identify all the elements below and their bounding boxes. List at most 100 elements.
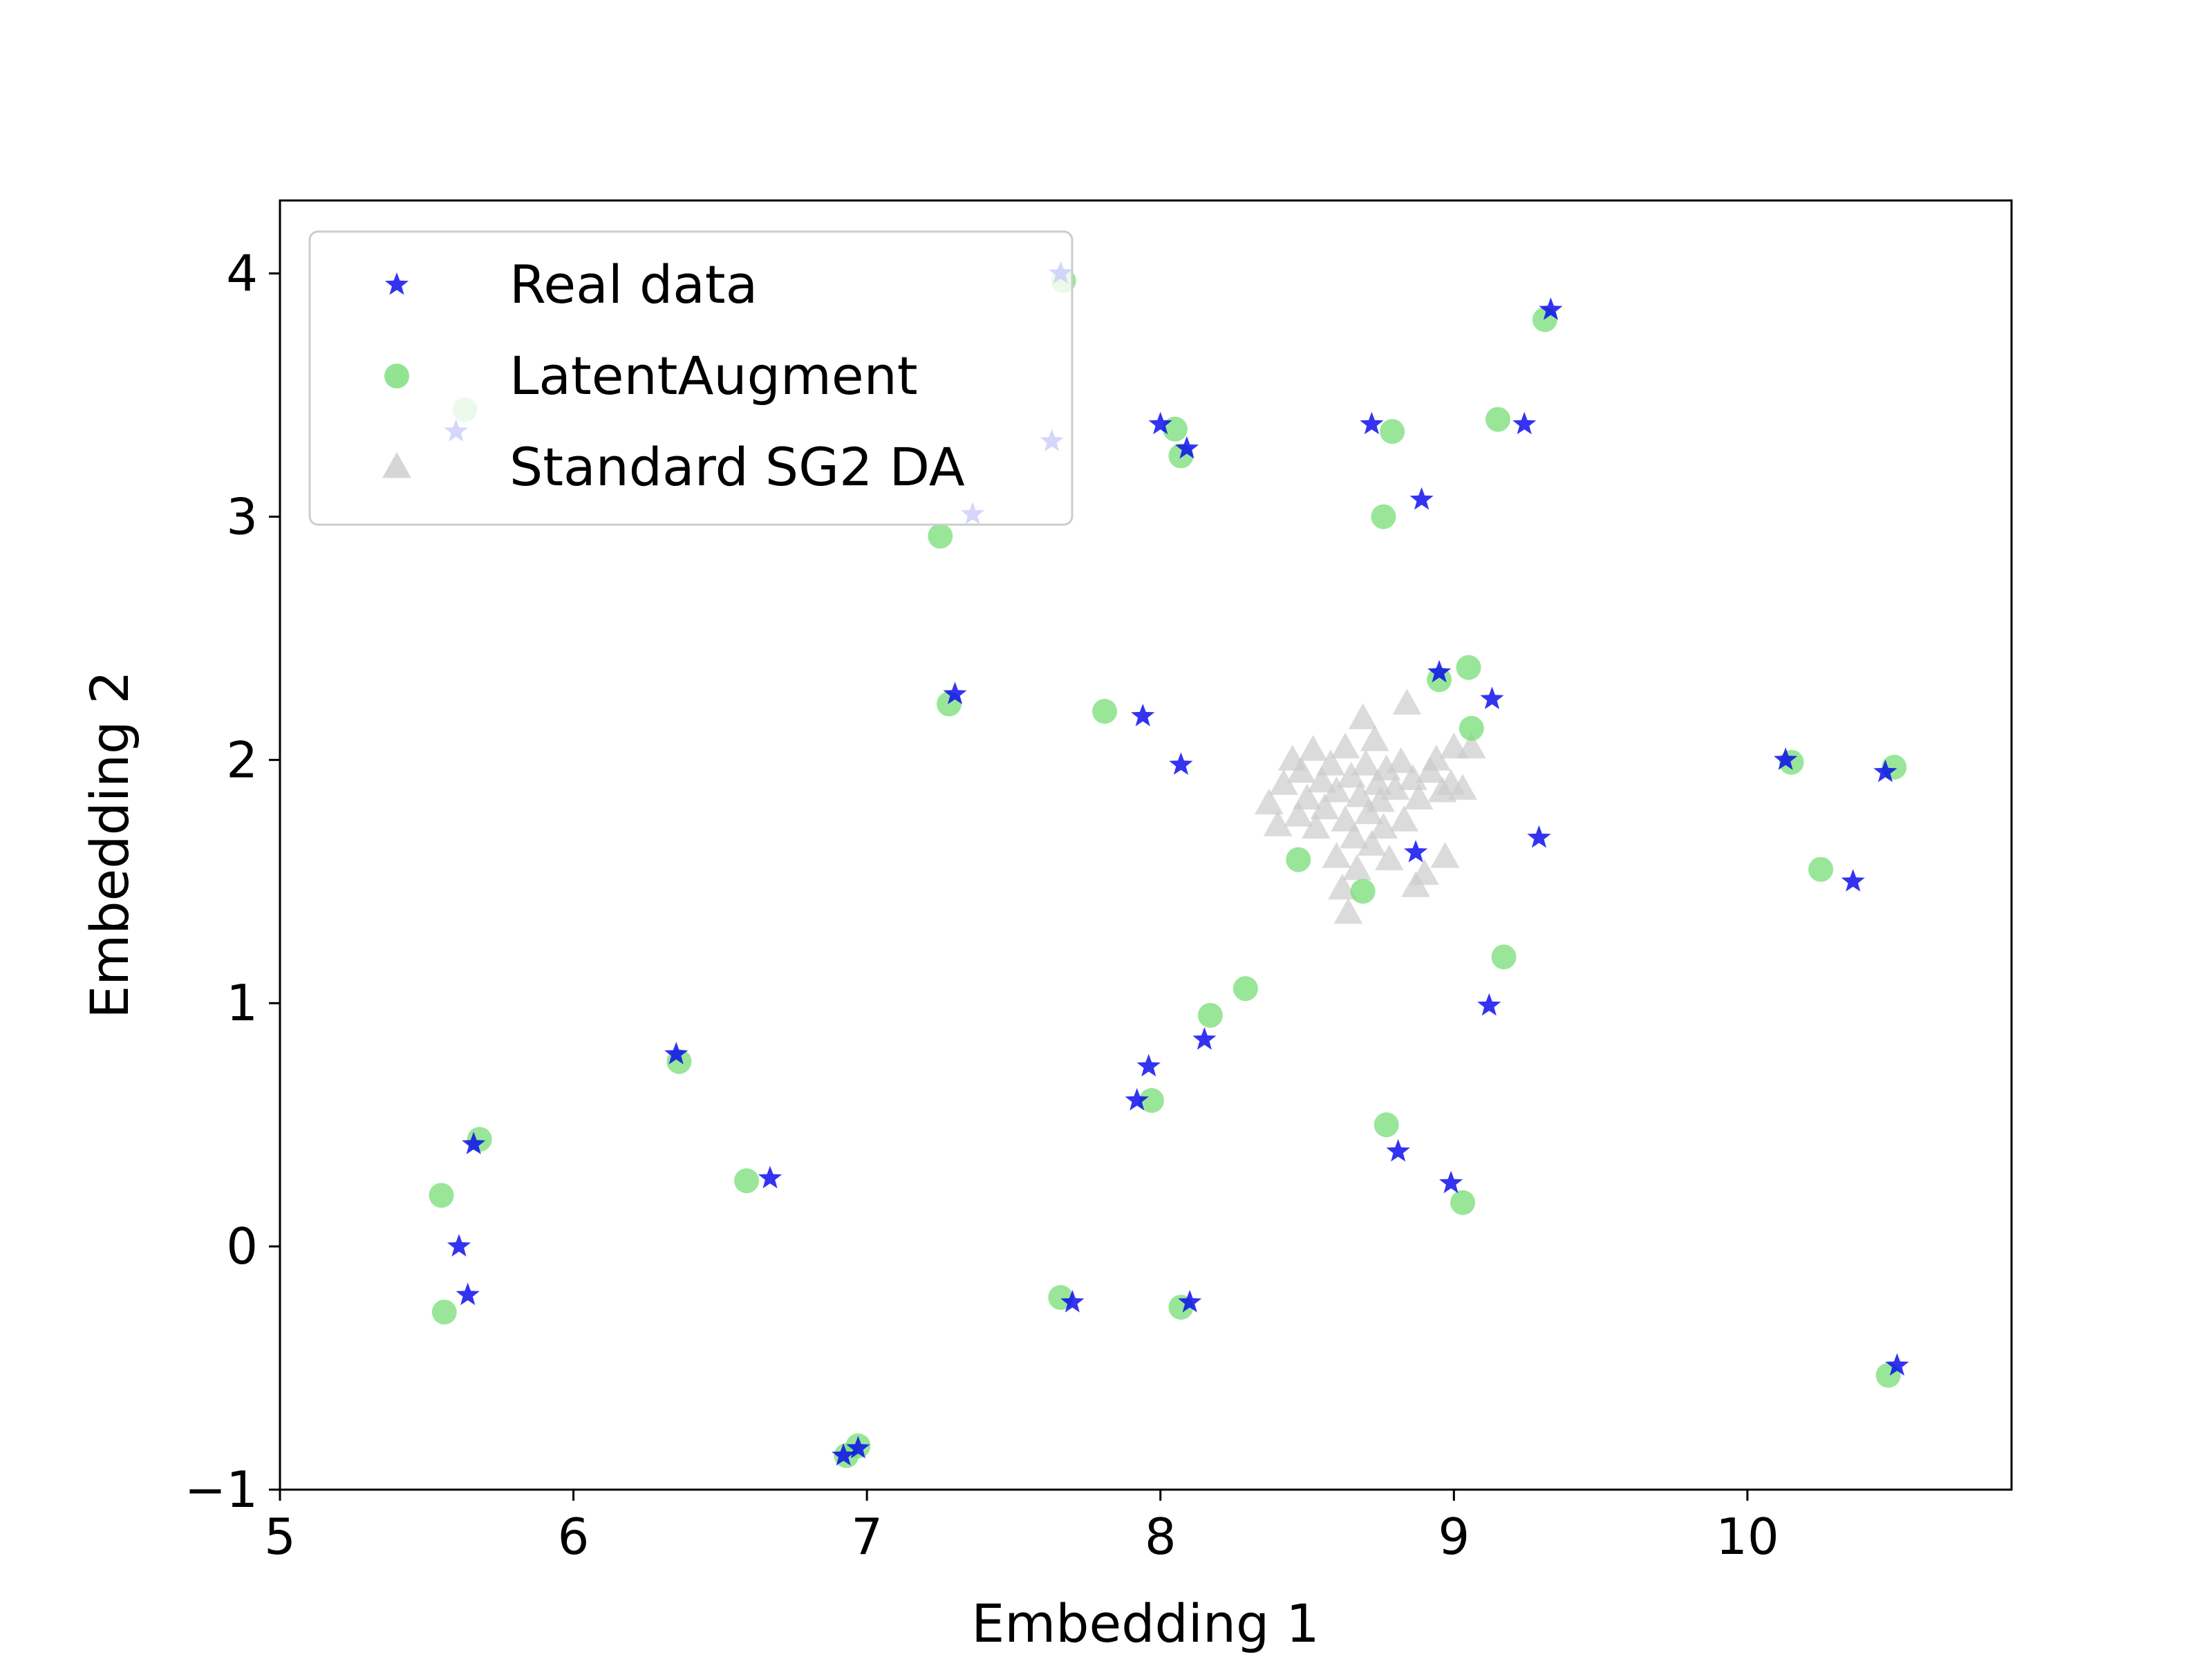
data-point-standard-sg2-da bbox=[1269, 769, 1298, 795]
data-point-standard-sg2-da bbox=[1310, 793, 1340, 820]
plot-marks bbox=[429, 261, 1909, 1468]
legend-marker-standard-sg2-da bbox=[382, 452, 411, 478]
data-point-real-data bbox=[1480, 686, 1504, 709]
data-point-latentaugment bbox=[1380, 419, 1405, 444]
data-point-real-data bbox=[447, 1234, 471, 1257]
data-point-real-data bbox=[1360, 411, 1384, 435]
legend-marker-real-data bbox=[384, 272, 409, 295]
data-point-latentaugment bbox=[1138, 1087, 1164, 1113]
data-point-standard-sg2-da bbox=[1409, 859, 1439, 885]
data-point-latentaugment bbox=[1491, 944, 1517, 970]
data-point-standard-sg2-da bbox=[1333, 898, 1363, 924]
data-point-standard-sg2-da bbox=[1389, 805, 1419, 832]
data-point-latentaugment bbox=[1197, 1002, 1223, 1028]
data-point-standard-sg2-da bbox=[1284, 800, 1313, 827]
data-point-real-data bbox=[1477, 993, 1501, 1016]
x-tick-label: 6 bbox=[558, 1508, 590, 1566]
x-tick-label: 10 bbox=[1716, 1508, 1779, 1566]
data-point-latentaugment bbox=[1450, 1190, 1476, 1215]
data-point-standard-sg2-da bbox=[1331, 732, 1360, 759]
data-point-standard-sg2-da bbox=[1345, 781, 1375, 807]
data-point-standard-sg2-da bbox=[1331, 805, 1360, 832]
data-point-real-data bbox=[758, 1165, 782, 1189]
data-point-real-data bbox=[1192, 1027, 1217, 1050]
data-point-standard-sg2-da bbox=[1351, 749, 1380, 776]
data-point-real-data bbox=[1527, 825, 1551, 848]
data-point-standard-sg2-da bbox=[1366, 786, 1396, 812]
y-axis: −1 0 1 2 3 4 bbox=[185, 245, 280, 1519]
data-point-standard-sg2-da bbox=[1430, 842, 1460, 868]
data-point-real-data bbox=[1873, 759, 1897, 782]
data-point-standard-sg2-da bbox=[1328, 873, 1357, 900]
data-point-latentaugment bbox=[1427, 667, 1452, 693]
data-point-standard-sg2-da bbox=[1263, 810, 1293, 836]
data-point-latentaugment bbox=[734, 1168, 760, 1194]
x-tick-label: 9 bbox=[1438, 1508, 1470, 1566]
data-point-real-data bbox=[846, 1436, 870, 1459]
data-point-real-data bbox=[1438, 1170, 1463, 1194]
y-tick-label: 2 bbox=[226, 731, 258, 789]
data-point-standard-sg2-da bbox=[1298, 735, 1328, 761]
data-point-standard-sg2-da bbox=[1363, 769, 1392, 795]
data-point-real-data bbox=[1125, 1088, 1149, 1111]
data-point-standard-sg2-da bbox=[1322, 776, 1351, 803]
data-point-latentaugment bbox=[1374, 1112, 1399, 1138]
data-point-standard-sg2-da bbox=[1421, 744, 1451, 771]
y-tick-label: −1 bbox=[185, 1461, 258, 1519]
data-point-standard-sg2-da bbox=[1380, 774, 1410, 800]
data-point-real-data bbox=[832, 1443, 856, 1466]
data-point-standard-sg2-da bbox=[1293, 783, 1322, 810]
data-point-standard-sg2-da bbox=[1404, 783, 1434, 810]
data-point-real-data bbox=[1512, 411, 1537, 435]
x-axis-label: Embedding 1 bbox=[971, 1593, 1320, 1654]
data-point-standard-sg2-da bbox=[1322, 842, 1351, 868]
data-point-standard-sg2-da bbox=[1392, 688, 1422, 715]
data-point-standard-sg2-da bbox=[1374, 844, 1404, 871]
data-point-standard-sg2-da bbox=[1301, 812, 1331, 839]
data-point-real-data bbox=[1841, 869, 1865, 892]
data-point-latentaugment bbox=[429, 1183, 454, 1208]
data-point-real-data bbox=[1060, 1290, 1085, 1313]
data-point-real-data bbox=[1178, 1290, 1202, 1313]
data-point-standard-sg2-da bbox=[1398, 764, 1427, 790]
data-point-standard-sg2-da bbox=[1307, 767, 1337, 793]
y-axis-label: Embedding 2 bbox=[79, 671, 140, 1019]
data-point-latentaugment bbox=[1485, 406, 1510, 432]
data-point-standard-sg2-da bbox=[1254, 788, 1284, 815]
y-tick-label: 4 bbox=[226, 245, 258, 303]
data-point-real-data bbox=[1427, 659, 1452, 683]
data-point-latentaugment bbox=[1232, 976, 1258, 1002]
data-point-standard-sg2-da bbox=[1286, 756, 1316, 783]
data-point-real-data bbox=[1774, 747, 1798, 770]
data-point-real-data bbox=[1386, 1138, 1410, 1162]
x-tick-label: 8 bbox=[1145, 1508, 1177, 1566]
legend-marker-standard-sg2-da bbox=[382, 452, 411, 478]
data-point-real-data bbox=[1148, 411, 1172, 435]
data-point-latentaugment bbox=[1350, 879, 1376, 904]
data-point-latentaugment bbox=[1808, 856, 1834, 882]
legend: Real data LatentAugment Standard SG2 DA bbox=[308, 230, 1074, 526]
data-point-latentaugment bbox=[1286, 847, 1311, 872]
data-point-real-data bbox=[1539, 297, 1563, 320]
plot-frame bbox=[279, 199, 2013, 1491]
data-point-latentaugment bbox=[1092, 698, 1118, 724]
data-point-real-data bbox=[664, 1042, 688, 1065]
y-tick-label: 1 bbox=[226, 974, 258, 1032]
data-point-latentaugment bbox=[1459, 715, 1484, 741]
data-point-standard-sg2-da bbox=[1316, 749, 1345, 776]
data-point-latentaugment bbox=[431, 1300, 457, 1325]
data-point-standard-sg2-da bbox=[1340, 822, 1369, 849]
legend-marker-real-data bbox=[384, 272, 409, 295]
data-point-latentaugment bbox=[928, 523, 953, 549]
data-point-real-data bbox=[456, 1282, 480, 1306]
x-tick-label: 7 bbox=[851, 1508, 883, 1566]
data-point-real-data bbox=[462, 1132, 486, 1154]
legend-label-real-data: Real data bbox=[509, 254, 758, 315]
data-point-latentaugment bbox=[1456, 655, 1481, 680]
data-point-standard-sg2-da bbox=[1336, 761, 1366, 788]
data-point-standard-sg2-da bbox=[1348, 703, 1378, 729]
data-point-real-data bbox=[1169, 752, 1193, 775]
data-point-real-data bbox=[1409, 487, 1434, 510]
data-point-real-data bbox=[943, 682, 967, 704]
legend-label-latentaugment: LatentAugment bbox=[509, 345, 918, 406]
